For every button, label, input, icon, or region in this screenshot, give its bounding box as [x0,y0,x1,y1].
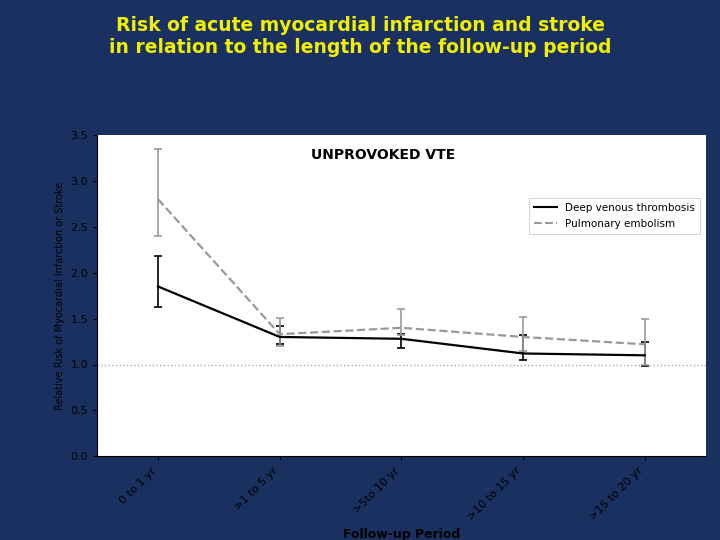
X-axis label: Follow-up Period: Follow-up Period [343,528,460,540]
Text: UNPROVOKED VTE: UNPROVOKED VTE [311,148,455,162]
Text: Risk of acute myocardial infarction and stroke
in relation to the length of the : Risk of acute myocardial infarction and … [109,16,611,57]
Y-axis label: Relative Risk of Myocardial Infarction or Stroke: Relative Risk of Myocardial Infarction o… [55,181,65,410]
Legend: Deep venous thrombosis, Pulmonary embolism: Deep venous thrombosis, Pulmonary emboli… [529,198,701,234]
